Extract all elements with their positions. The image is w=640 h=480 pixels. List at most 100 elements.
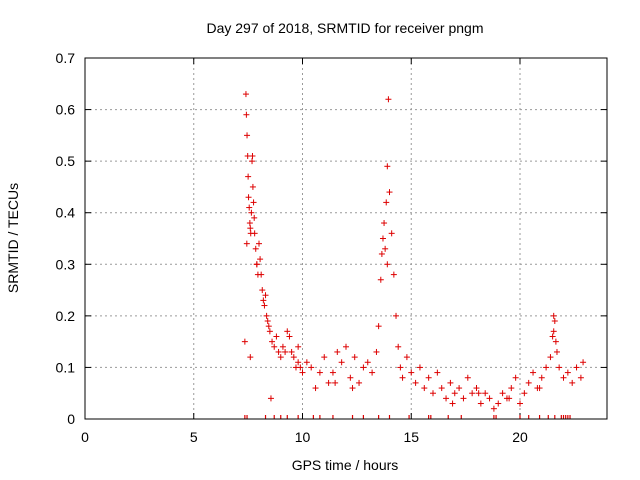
data-point: [536, 385, 543, 392]
data-point: [265, 323, 272, 330]
data-point: [349, 385, 356, 392]
data-point: [530, 369, 537, 376]
y-tick-label: 0.6: [56, 102, 76, 118]
data-point: [257, 256, 264, 263]
data-point: [556, 364, 563, 371]
data-point: [538, 374, 545, 381]
data-point: [390, 271, 397, 278]
data-point: [560, 374, 567, 381]
data-point: [551, 318, 558, 325]
data-point: [343, 343, 349, 350]
data-point: [378, 250, 385, 257]
data-point: [338, 359, 345, 366]
data-point: [421, 385, 428, 392]
x-tick-label: 0: [81, 429, 89, 445]
y-tick-label: 0.4: [56, 205, 76, 221]
data-point: [364, 359, 371, 366]
data-point: [399, 374, 406, 381]
data-point: [573, 364, 580, 371]
plot-frame: [84, 57, 608, 420]
data-point: [395, 343, 402, 350]
data-point: [464, 374, 471, 381]
data-point: [245, 173, 252, 180]
data-point: [244, 132, 251, 139]
data-point: [550, 328, 557, 335]
data-point: [382, 245, 389, 252]
data-point: [360, 364, 367, 371]
data-point: [383, 199, 390, 206]
data-point: [247, 354, 254, 361]
data-point: [403, 354, 410, 361]
data-point: [347, 374, 354, 381]
data-point: [517, 400, 523, 407]
data-point: [521, 390, 528, 397]
data-point: [258, 271, 265, 278]
data-point: [282, 348, 289, 355]
data-point: [332, 379, 339, 386]
data-point: [569, 379, 576, 386]
data-point: [416, 364, 423, 371]
data-point: [271, 343, 278, 350]
data-point: [246, 204, 253, 211]
data-point: [290, 354, 297, 361]
data-point: [249, 183, 256, 190]
data-point: [379, 235, 386, 242]
data-point: [261, 302, 268, 309]
data-point: [262, 292, 269, 299]
data-point: [286, 333, 293, 340]
data-points: [241, 91, 587, 412]
data-point: [295, 359, 302, 366]
data-point: [547, 354, 554, 361]
data-point: [249, 158, 256, 165]
data-point: [525, 379, 532, 386]
data-point: [334, 348, 341, 355]
x-tick-label: 15: [403, 429, 419, 445]
data-point: [243, 240, 250, 247]
data-point: [460, 395, 467, 402]
data-point: [267, 395, 274, 402]
data-point: [252, 245, 259, 252]
data-point: [552, 338, 559, 345]
data-point: [447, 379, 454, 386]
data-point: [549, 333, 556, 340]
data-point: [490, 405, 497, 412]
data-point: [264, 318, 271, 325]
data-point: [375, 323, 382, 330]
data-point: [284, 328, 291, 335]
data-point: [495, 400, 502, 407]
data-point: [351, 354, 358, 361]
data-point: [321, 354, 328, 361]
gap-markers: [244, 415, 571, 419]
data-point: [512, 374, 519, 381]
data-point: [486, 395, 493, 402]
y-tick-label: 0: [67, 411, 75, 427]
data-point: [449, 400, 456, 407]
data-point: [263, 312, 270, 319]
data-point: [473, 385, 480, 392]
data-point: [451, 390, 458, 397]
data-point: [247, 225, 254, 232]
data-point: [246, 220, 253, 227]
data-point: [266, 328, 273, 335]
chart-title: Day 297 of 2018, SRMTID for receiver png…: [206, 20, 483, 36]
data-point: [303, 359, 310, 366]
data-point: [273, 333, 280, 340]
y-tick-label: 0.2: [56, 308, 76, 324]
data-point: [577, 374, 584, 381]
data-point: [377, 276, 384, 283]
data-point: [506, 395, 513, 402]
data-point: [388, 230, 395, 237]
data-point: [477, 400, 484, 407]
data-point: [482, 390, 489, 397]
data-point: [384, 261, 391, 268]
data-point: [269, 338, 276, 345]
axis-ticks: 0 0.1 0.2 0.3 0.4 0.5 0.6 0.7 0 5 10 15 20: [56, 50, 607, 445]
data-point: [288, 348, 295, 355]
data-point: [384, 163, 391, 170]
data-point: [260, 297, 267, 304]
data-point: [250, 199, 257, 206]
data-point: [443, 395, 450, 402]
data-point: [508, 385, 515, 392]
y-tick-label: 0.1: [56, 359, 76, 375]
data-point: [393, 312, 400, 319]
